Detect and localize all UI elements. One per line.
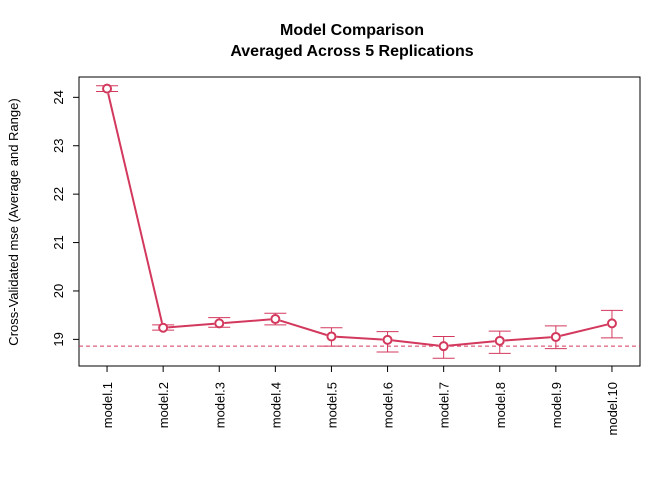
- series-line-segment: [336, 335, 383, 341]
- x-tick-label: model.3: [212, 382, 227, 428]
- data-point: [382, 334, 393, 345]
- plot-frame: [78, 76, 641, 367]
- x-tick-label: model.4: [268, 382, 283, 428]
- data-point: [326, 331, 337, 342]
- data-point: [158, 322, 169, 333]
- series-line-segment: [504, 336, 551, 342]
- y-tick-label: 23: [51, 139, 66, 153]
- y-tick-label: 21: [51, 235, 66, 249]
- y-tick-label: 19: [51, 332, 66, 346]
- data-point: [550, 331, 561, 342]
- y-tick-label: 22: [51, 187, 66, 201]
- x-tick-label: model.7: [437, 382, 452, 428]
- x-tick-label: model.10: [605, 382, 620, 435]
- x-tick-label: model.8: [493, 382, 508, 428]
- chart-subtitle: Averaged Across 5 Replications: [230, 43, 473, 60]
- series-line-segment: [168, 322, 215, 329]
- chart-title: Model Comparison: [280, 22, 424, 39]
- x-tick-label: model.2: [156, 382, 171, 428]
- data-point: [494, 335, 505, 346]
- data-point: [606, 318, 617, 329]
- x-tick-label: model.5: [324, 382, 339, 428]
- x-tick-label: model.1: [100, 382, 115, 428]
- y-tick-label: 24: [51, 90, 66, 104]
- data-point: [102, 83, 113, 94]
- y-tick-label: 20: [51, 284, 66, 298]
- data-point: [214, 318, 225, 329]
- series-line-segment: [392, 339, 439, 347]
- series-line-segment: [107, 93, 163, 324]
- data-point: [270, 314, 281, 325]
- series-line-segment: [560, 323, 608, 337]
- series-line-segment: [448, 340, 495, 347]
- y-axis-label: Cross-Validated mse (Average and Range): [6, 98, 21, 345]
- data-point: [438, 341, 449, 352]
- plot-area: 19 20 21 22 23 24 model.1 model.2 model.3 model.4…: [51, 76, 641, 435]
- x-tick-label: model.9: [549, 382, 564, 428]
- x-tick-label: model.6: [381, 382, 396, 428]
- series-line-segment: [279, 319, 327, 336]
- series-line-segment: [224, 318, 271, 325]
